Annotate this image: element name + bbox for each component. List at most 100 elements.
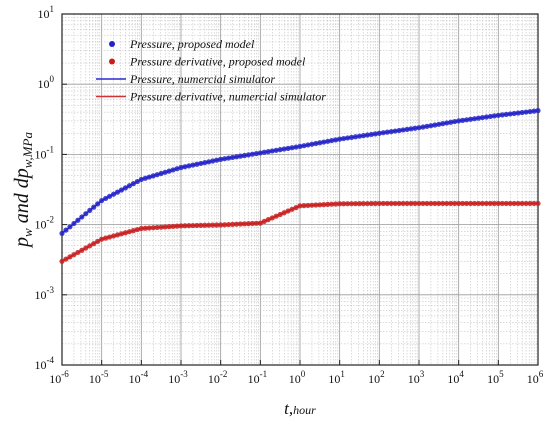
data-point — [241, 152, 248, 159]
data-point — [479, 114, 486, 121]
x-axis-title: t,hour — [284, 399, 316, 418]
data-point — [345, 135, 351, 141]
data-point — [325, 138, 331, 144]
data-point — [95, 238, 101, 244]
data-point — [404, 126, 410, 132]
data-point — [448, 200, 454, 207]
data-point — [210, 158, 216, 164]
data-point — [531, 108, 537, 114]
data-point — [83, 245, 89, 251]
data-point — [265, 149, 271, 155]
data-point — [499, 200, 505, 207]
data-point — [475, 200, 482, 207]
data-point — [452, 200, 458, 207]
data-point — [341, 201, 347, 207]
data-point — [313, 140, 319, 147]
data-point — [507, 200, 513, 207]
data-point — [535, 108, 541, 114]
data-point — [257, 220, 263, 226]
data-point — [352, 134, 359, 140]
data-point — [471, 116, 478, 122]
data-point — [424, 200, 430, 207]
data-point — [63, 227, 69, 233]
data-point — [388, 200, 394, 207]
data-point — [428, 200, 434, 207]
data-point — [527, 108, 533, 115]
data-point — [511, 110, 517, 117]
data-point — [134, 178, 140, 185]
y-tick-label: 10-3 — [35, 285, 55, 302]
data-point — [178, 223, 184, 229]
data-point — [91, 204, 97, 210]
data-point — [515, 110, 521, 116]
data-point — [388, 129, 394, 135]
data-point — [460, 117, 466, 123]
data-point — [400, 127, 406, 133]
data-point — [499, 112, 505, 118]
data-point — [321, 202, 327, 208]
data-point — [229, 221, 236, 227]
data-point — [531, 200, 537, 207]
x-tick-label: 10-6 — [49, 369, 69, 386]
data-point — [257, 150, 263, 156]
data-point — [158, 224, 164, 230]
data-point — [396, 200, 402, 207]
y-tick-label: 10-2 — [35, 215, 55, 232]
data-point — [432, 200, 438, 207]
data-point — [408, 200, 414, 207]
data-point — [333, 137, 339, 143]
data-point — [150, 225, 156, 231]
data-point — [348, 134, 355, 140]
data-point — [352, 201, 359, 207]
data-point — [233, 221, 240, 227]
x-tick-label: 100 — [289, 369, 306, 386]
data-point — [99, 197, 105, 204]
data-point — [122, 230, 129, 236]
data-point — [309, 202, 315, 208]
data-point — [337, 201, 343, 207]
x-tick-label: 105 — [487, 369, 504, 386]
data-point — [229, 154, 236, 161]
data-point — [452, 118, 458, 125]
axis-ticks — [61, 13, 539, 366]
data-point — [87, 207, 93, 214]
data-point — [99, 236, 105, 242]
x-tick-label: 103 — [408, 369, 425, 386]
data-point — [103, 195, 109, 202]
data-point — [305, 202, 311, 209]
y-tick-label: 10-4 — [35, 355, 55, 372]
data-point — [293, 204, 299, 211]
data-point — [360, 200, 367, 207]
data-point — [535, 200, 541, 207]
data-point — [273, 213, 279, 219]
data-point — [448, 119, 454, 125]
data-point — [166, 224, 172, 230]
data-point — [265, 217, 271, 223]
data-point — [483, 200, 490, 207]
data-point — [206, 159, 212, 165]
data-point — [495, 112, 501, 118]
data-point — [519, 200, 525, 207]
data-point — [519, 109, 525, 116]
data-point — [503, 111, 509, 118]
data-point — [253, 150, 259, 157]
x-tick-labels: 10-6 10-5 10-4 10-3 10-2 10-1 100 101 102 103 104 1… — [49, 369, 544, 386]
data-point — [202, 222, 208, 228]
data-point — [420, 124, 426, 130]
data-point — [368, 200, 374, 207]
legend-label: Pressure derivative, proposed model — [129, 55, 306, 69]
data-point — [289, 206, 295, 212]
data-point — [190, 162, 196, 168]
data-point — [194, 222, 200, 229]
data-point — [380, 130, 386, 136]
data-point — [210, 222, 216, 228]
data-point — [384, 129, 390, 135]
data-point — [416, 200, 422, 207]
data-point — [495, 200, 501, 207]
data-point — [416, 125, 422, 131]
data-point — [487, 113, 493, 120]
data-point — [218, 222, 224, 228]
data-point — [400, 200, 406, 207]
y-axis-title: pw and dpw,MPa — [11, 132, 35, 249]
data-point — [261, 218, 267, 224]
